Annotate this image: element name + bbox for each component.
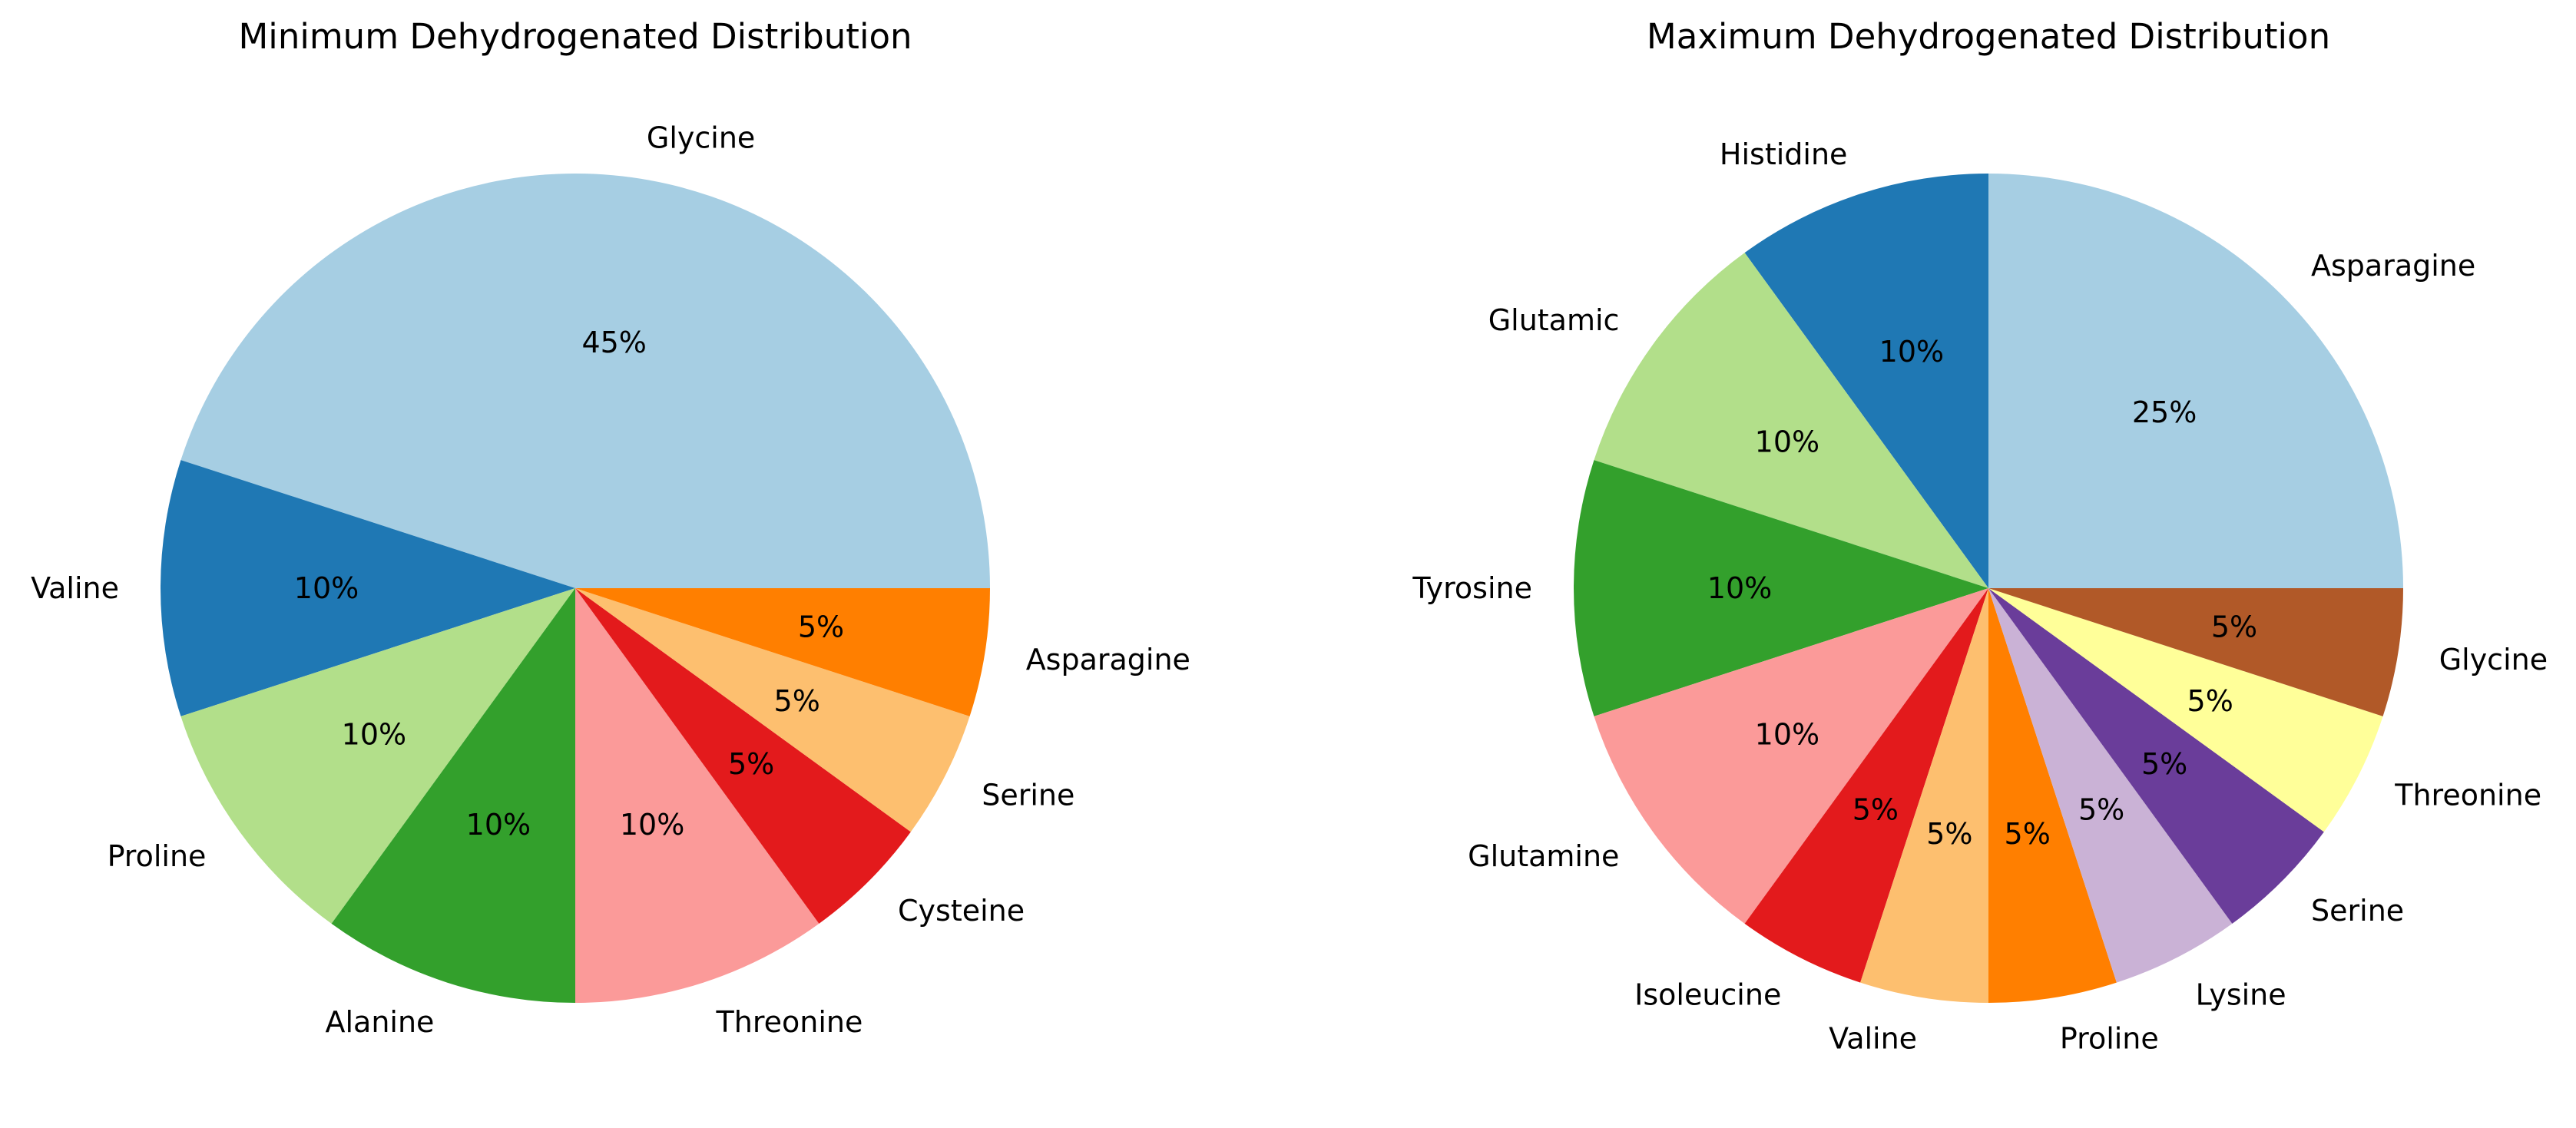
pie-percent-labels-minimum: 45%10%10%10% 10%5%5%5%: [294, 326, 844, 842]
pie-category-labels-minimum: Glycine Valine Proline Alanine Threonine Cyst…: [31, 121, 1190, 1039]
pie-percent-label: 10%: [1879, 335, 1944, 369]
pie-category-label: Proline: [2060, 1022, 2159, 1056]
pie-category-label: Glutamic: [1488, 303, 1620, 337]
pie-slice-glycine: [1988, 588, 2403, 716]
pie-percent-label: 10%: [1755, 425, 1819, 459]
pie-category-label: Asparagine: [2311, 249, 2475, 283]
pie-slice-proline: [1988, 588, 2117, 1003]
pie-slice-glutamic: [1594, 253, 1988, 588]
pie-percent-label: 25%: [2132, 395, 2197, 429]
pie-slices-minimum: [161, 174, 991, 1003]
pie-category-labels-maximum: Asparagine Histidine Glutamic Tyrosine Gluta…: [1412, 137, 2548, 1056]
pie-category-label: Valine: [31, 571, 119, 605]
pie-slice-isoleucine: [1744, 588, 1988, 983]
pie-category-label: Proline: [108, 839, 207, 873]
pie-slices-maximum: [1574, 174, 2403, 1003]
pie-percent-label: 10%: [466, 808, 531, 842]
pie-percent-label: 10%: [342, 717, 406, 751]
pie-percent-label: 5%: [1853, 793, 1899, 827]
pie-slice-glutamine: [1594, 588, 1988, 924]
chart-title-minimum: Minimum Dehydrogenated Distribution: [238, 16, 912, 57]
pie-percent-label: 10%: [1755, 717, 1819, 751]
pie-percent-label: 5%: [1926, 817, 1972, 851]
pie-slice-serine: [1988, 588, 2324, 924]
pie-percent-label: 10%: [1707, 571, 1772, 605]
pie-category-label: Serine: [982, 779, 1074, 812]
pie-slice-valine: [161, 460, 575, 716]
pie-category-label: Lysine: [2196, 977, 2286, 1011]
pie-slice-lysine: [1988, 588, 2233, 983]
pie-slice-histidine: [1744, 174, 1988, 588]
pie-percent-label: 5%: [2141, 747, 2187, 781]
pie-category-label: Serine: [2311, 894, 2404, 928]
pie-category-label: Tyrosine: [1412, 571, 1532, 605]
pie-category-label: Glycine: [647, 121, 755, 154]
pie-chart-maximum: Maximum Dehydrogenated Distribution 25% 1…: [1412, 16, 2548, 1056]
pie-percent-label: 5%: [2005, 817, 2051, 851]
pie-slice-threonine: [1988, 588, 2383, 832]
pie-slice-alanine: [331, 588, 575, 1003]
pie-category-label: Histidine: [1720, 137, 1848, 171]
pie-percent-label: 10%: [620, 808, 684, 842]
pie-slice-serine: [575, 588, 970, 832]
pie-slice-proline: [180, 588, 575, 924]
pie-percent-label: 5%: [2211, 610, 2257, 644]
pie-category-label: Alanine: [325, 1005, 434, 1039]
pie-percent-label: 5%: [2078, 793, 2124, 827]
pie-slice-asparagine: [575, 588, 990, 716]
pie-category-label: Asparagine: [1026, 643, 1190, 676]
pie-slice-valine: [1860, 588, 1988, 1003]
pie-slice-cysteine: [575, 588, 911, 924]
pie-slice-threonine: [575, 588, 819, 1003]
pie-slice-glycine: [180, 174, 991, 588]
pie-percent-label: 10%: [294, 571, 359, 605]
pie-percent-label: 5%: [2187, 684, 2233, 718]
pie-category-label: Glycine: [2439, 643, 2548, 676]
pie-chart-minimum: Minimum Dehydrogenated Distribution 45% 1…: [31, 16, 1190, 1039]
pie-percent-label: 45%: [581, 326, 646, 359]
pie-slice-tyrosine: [1574, 460, 1988, 716]
pie-percent-labels-maximum: 25%10%10%10%10%5%5% 5%5%5%5%5%: [1707, 335, 2257, 851]
pie-percent-label: 5%: [728, 747, 774, 781]
pie-category-label: Threonine: [716, 1005, 863, 1039]
pie-slice-asparagine: [1988, 174, 2403, 588]
pie-category-label: Glutamine: [1468, 839, 1619, 873]
chart-title-maximum: Maximum Dehydrogenated Distribution: [1647, 16, 2330, 57]
pie-percent-label: 5%: [774, 684, 820, 718]
pie-category-label: Threonine: [2394, 779, 2541, 812]
pie-category-label: Valine: [1829, 1022, 1917, 1056]
pie-percent-label: 5%: [798, 610, 844, 644]
pie-category-label: Cysteine: [898, 894, 1025, 928]
pie-category-label: Isoleucine: [1634, 977, 1781, 1011]
